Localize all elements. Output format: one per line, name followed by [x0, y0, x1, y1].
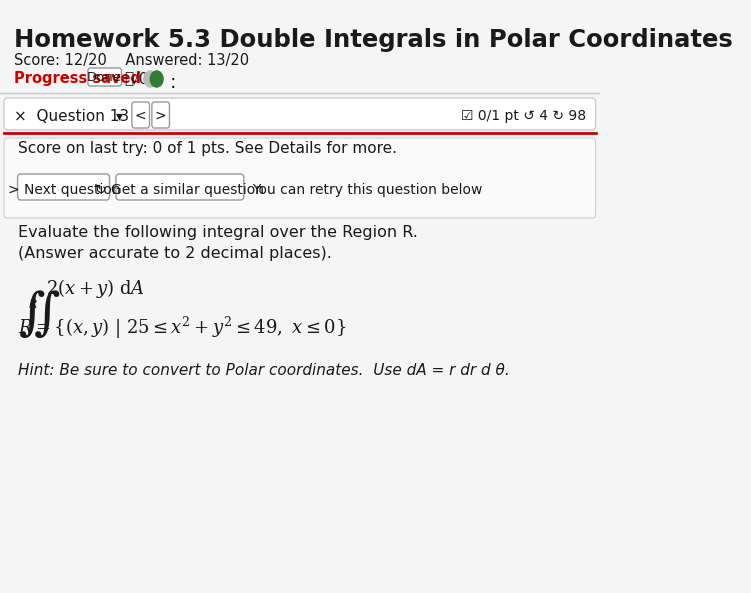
Text: $2(x+y)\ \mathrm{d}A$: $2(x+y)\ \mathrm{d}A$: [47, 277, 146, 300]
Text: Score on last try: 0 of 1 pts. See Details for more.: Score on last try: 0 of 1 pts. See Detai…: [17, 141, 397, 156]
Text: ×  Question 13: × Question 13: [14, 109, 129, 124]
Text: ▾: ▾: [116, 109, 123, 123]
Text: (Answer accurate to 2 decimal places).: (Answer accurate to 2 decimal places).: [17, 246, 331, 261]
Text: √0: √0: [129, 71, 149, 86]
FancyBboxPatch shape: [152, 102, 170, 128]
Circle shape: [144, 71, 157, 87]
Text: > Next question: > Next question: [8, 183, 120, 197]
Text: :: :: [170, 73, 176, 92]
Text: Hint: Be sure to convert to Polar coordinates.  Use dA = r dr d θ.: Hint: Be sure to convert to Polar coordi…: [17, 363, 509, 378]
FancyBboxPatch shape: [132, 102, 149, 128]
FancyBboxPatch shape: [4, 98, 596, 130]
FancyBboxPatch shape: [88, 68, 122, 86]
Text: ↻ Get a similar question: ↻ Get a similar question: [95, 183, 264, 197]
Text: >: >: [155, 109, 167, 123]
Text: You can retry this question below: You can retry this question below: [252, 183, 482, 197]
Text: R: R: [29, 298, 38, 311]
Text: ☑ 0/1 pt ↺ 4 ↻ 98: ☑ 0/1 pt ↺ 4 ↻ 98: [461, 109, 586, 123]
Text: Score: 12/20    Answered: 13/20: Score: 12/20 Answered: 13/20: [14, 53, 249, 68]
Text: $R = \{(x,y)\ |\ 25 \leq x^2+y^2 \leq 49,\ x \leq 0\}$: $R = \{(x,y)\ |\ 25 \leq x^2+y^2 \leq 49…: [17, 315, 346, 341]
FancyBboxPatch shape: [116, 174, 244, 200]
Text: Evaluate the following integral over the Region R.: Evaluate the following integral over the…: [17, 225, 418, 240]
FancyBboxPatch shape: [17, 174, 110, 200]
Text: Homework 5.3 Double Integrals in Polar Coordinates: Homework 5.3 Double Integrals in Polar C…: [14, 28, 733, 52]
Text: <: <: [135, 109, 146, 123]
Text: Done: Done: [87, 71, 122, 84]
Text: Progress saved: Progress saved: [14, 71, 141, 86]
Circle shape: [150, 71, 163, 87]
Text: ⎙: ⎙: [124, 71, 133, 86]
Text: $\int\!\!\int$: $\int\!\!\int$: [17, 288, 60, 340]
FancyBboxPatch shape: [4, 138, 596, 218]
